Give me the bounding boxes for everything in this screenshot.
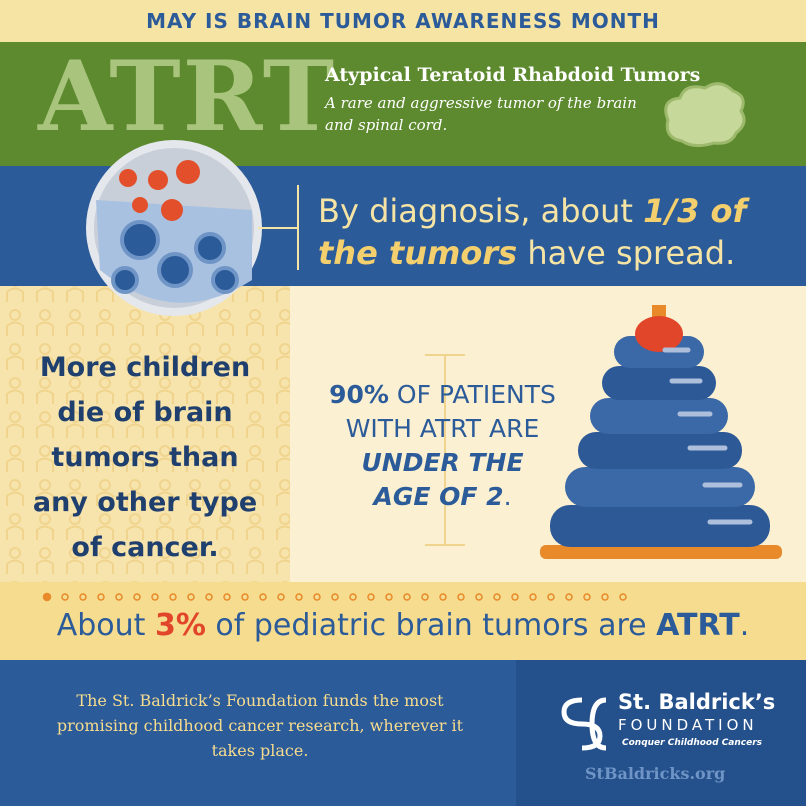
logo-name: St. Baldrick’s (618, 690, 776, 714)
dot (385, 593, 393, 601)
mission: The St. Baldrick’s Foundation funds the … (56, 691, 464, 760)
children-line: die of brain (57, 397, 233, 428)
diagnosis-tail: have spread. (517, 234, 736, 272)
dot (565, 593, 573, 601)
dot (475, 593, 483, 601)
footer-right (516, 660, 806, 806)
dot (349, 593, 357, 601)
dot (277, 593, 285, 601)
age-rest: OF PATIENTS WITH ATRT ARE (345, 380, 556, 443)
description: A rare and aggressive tumor of the brain… (325, 94, 637, 134)
dot (133, 593, 141, 601)
share-middle: of pediatric brain tumors are (205, 608, 657, 643)
dot (241, 593, 249, 601)
children-line: More children (39, 352, 251, 383)
dot (79, 593, 87, 601)
children-line: any other type (32, 487, 258, 518)
dot-row (42, 592, 627, 602)
banner: MAY IS BRAIN TUMOR AWARENESS MONTH (146, 9, 660, 33)
dot (367, 593, 375, 601)
dot (313, 593, 321, 601)
dot (61, 593, 69, 601)
children-line: tumors than (51, 442, 239, 473)
dot (295, 593, 303, 601)
bracket (425, 354, 465, 546)
dot (187, 593, 195, 601)
people-pattern (0, 286, 290, 582)
microscope (86, 140, 299, 316)
banner-bg (0, 0, 806, 42)
dot (223, 593, 231, 601)
dot (619, 593, 627, 601)
dot (169, 593, 177, 601)
brain-icon (664, 82, 746, 148)
tagline: Conquer Childhood Cancers (622, 738, 763, 748)
dot (97, 593, 105, 601)
dot (151, 593, 159, 601)
diagnosis: By diagnosis, about 1/3 of the tumors ha… (318, 190, 758, 274)
acronym: ATRT (38, 40, 337, 153)
share-name: ATRT (656, 608, 740, 643)
share-end: . (739, 608, 750, 643)
url[interactable]: StBaldricks.org (585, 764, 726, 783)
age-emphasis: UNDER THE (361, 448, 524, 477)
dot (42, 592, 52, 602)
logo-sub: FOUNDATION (618, 716, 758, 734)
children-line: of cancer. (71, 532, 219, 563)
dot (583, 593, 591, 601)
share-lead: About (56, 608, 155, 643)
dot (439, 593, 447, 601)
age-text: 90% OF PATIENTS WITH ATRT ARE UNDER THE AG… (300, 378, 585, 514)
age-emphasis: AGE OF 2 (373, 482, 504, 511)
dot (493, 593, 501, 601)
dot (547, 593, 555, 601)
dot (511, 593, 519, 601)
footer-left (0, 660, 516, 806)
diagnosis-highlight: 1/3 of the tumors (318, 192, 747, 272)
share-percent: 3% (154, 608, 206, 643)
ring-stacker (540, 305, 782, 559)
dot (259, 593, 267, 601)
age-percent: 90% (329, 380, 389, 409)
dot (205, 593, 213, 601)
dot (331, 593, 339, 601)
dot (421, 593, 429, 601)
dot (457, 593, 465, 601)
share-text: About 3% of pediatric brain tumors are A… (0, 608, 806, 643)
full-name: Atypical Teratoid Rhabdoid Tumors (325, 64, 701, 86)
dot (529, 593, 537, 601)
diagnosis-lead: By diagnosis, about (318, 192, 644, 230)
dot (601, 593, 609, 601)
dot (115, 593, 123, 601)
children-text: More children die of brain tumors than any … (0, 345, 290, 570)
age-end: . (503, 482, 512, 511)
logo-mark (561, 697, 607, 751)
dot (403, 593, 411, 601)
